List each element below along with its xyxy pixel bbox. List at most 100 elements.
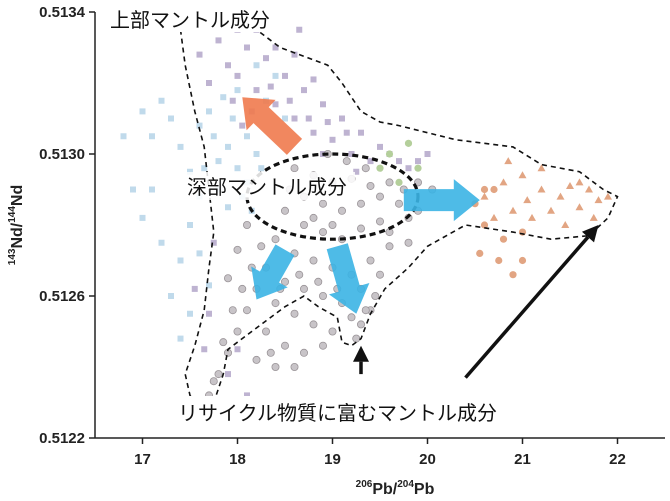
data-point-circle (347, 313, 356, 322)
data-point-circle (290, 309, 299, 318)
data-point-square (210, 239, 217, 246)
data-point-circle (328, 327, 337, 336)
x-tick-label: 17 (134, 451, 151, 468)
data-point-square (267, 83, 274, 90)
data-point-circle (271, 299, 280, 308)
data-point-square (263, 55, 269, 62)
data-point-circle (271, 235, 280, 244)
data-point-square (272, 72, 279, 79)
data-point-circle (356, 224, 365, 233)
data-point-square (244, 133, 250, 140)
data-point-circle (299, 348, 308, 357)
data-point-square (225, 62, 231, 69)
data-point-square (282, 115, 288, 122)
data-point-circle (295, 270, 304, 279)
arrow-line (464, 235, 590, 379)
data-point-circle (375, 192, 384, 201)
data-point-circle (366, 181, 375, 190)
x-tick-label: 18 (229, 451, 246, 468)
y-axis-title: 143Nd/144Nd (7, 185, 26, 265)
data-point-square (301, 87, 307, 94)
x-axis-title-base2: Pb (414, 481, 435, 498)
x-axis-title-sup: 206 (356, 479, 373, 490)
data-point-circle (314, 277, 323, 286)
upper-mantle-label: 上部マントル成分 (110, 8, 270, 32)
data-point-circle (342, 157, 351, 166)
data-point-triangle (585, 185, 593, 193)
data-point-circle (495, 256, 503, 265)
data-point-square (225, 204, 231, 211)
data-point-square (253, 87, 260, 94)
data-point-square (343, 129, 350, 136)
data-point-square (239, 122, 246, 129)
data-point-square (187, 222, 193, 228)
data-point-triangle (499, 178, 508, 186)
data-point-circle (356, 320, 365, 329)
data-point-circle (352, 334, 361, 343)
data-point-circle (480, 185, 489, 194)
data-point-circle (414, 164, 422, 172)
data-point-square (234, 346, 241, 353)
data-point-square (130, 186, 136, 193)
trend-arrow (251, 244, 295, 300)
data-point-triangle (575, 178, 584, 186)
data-point-circle (223, 274, 232, 283)
y-tick-label: 0.5134 (39, 4, 86, 21)
data-point-square (229, 115, 236, 122)
data-point-triangle (480, 192, 489, 200)
data-point-square (206, 310, 212, 317)
data-point-circle (385, 242, 394, 251)
x-axis-title-base: Pb/ (372, 481, 397, 498)
data-point-square (149, 186, 155, 193)
data-point-circle (228, 306, 237, 315)
data-point-circle (404, 238, 413, 247)
data-point-square (201, 346, 208, 353)
data-point-circle (395, 178, 403, 186)
data-point-triangle (504, 157, 513, 165)
data-point-square (206, 108, 212, 115)
data-point-circle (366, 256, 375, 265)
data-point-square (320, 101, 326, 108)
data-point-triangle (589, 213, 598, 221)
data-point-square (367, 158, 374, 165)
x-tick-label: 20 (419, 451, 436, 468)
data-point-circle (385, 150, 394, 158)
data-point-square (424, 151, 431, 157)
data-point-square (282, 72, 288, 79)
data-point-circle (318, 291, 327, 300)
data-point-square (187, 168, 193, 175)
data-point-square (206, 80, 212, 86)
data-point-circle (328, 220, 337, 229)
data-point-circle (356, 199, 365, 208)
data-point-circle (337, 206, 346, 215)
data-point-square (324, 119, 331, 126)
data-point-circle (233, 327, 242, 336)
data-point-square (215, 158, 222, 165)
data-point-square (225, 371, 231, 378)
data-point-circle (490, 185, 498, 194)
data-point-circle (257, 242, 266, 251)
data-point-triangle (537, 185, 546, 193)
data-point-square (191, 285, 198, 292)
y-axis-title-sup2: 144 (7, 206, 18, 223)
data-point-circle (271, 362, 280, 371)
y-tick-label: 0.5130 (39, 146, 85, 163)
arrow-head (353, 345, 369, 362)
data-point-triangle (604, 192, 612, 200)
trend-arrow (403, 179, 480, 222)
data-point-triangle (561, 221, 570, 228)
data-point-circle (238, 284, 247, 293)
data-point-square (405, 165, 412, 172)
data-point-square (158, 239, 165, 246)
data-point-square (253, 62, 260, 69)
x-ticks: 17 18 19 20 21 22 (134, 438, 626, 468)
data-point-circle (242, 306, 251, 315)
data-point-square (196, 122, 203, 129)
data-point-circle (376, 164, 384, 172)
data-point-square (149, 133, 155, 140)
data-point-square (291, 51, 298, 58)
data-point-square (348, 151, 355, 157)
data-point-circle (375, 217, 384, 226)
data-point-square (234, 87, 241, 94)
arrow-head (581, 225, 599, 243)
